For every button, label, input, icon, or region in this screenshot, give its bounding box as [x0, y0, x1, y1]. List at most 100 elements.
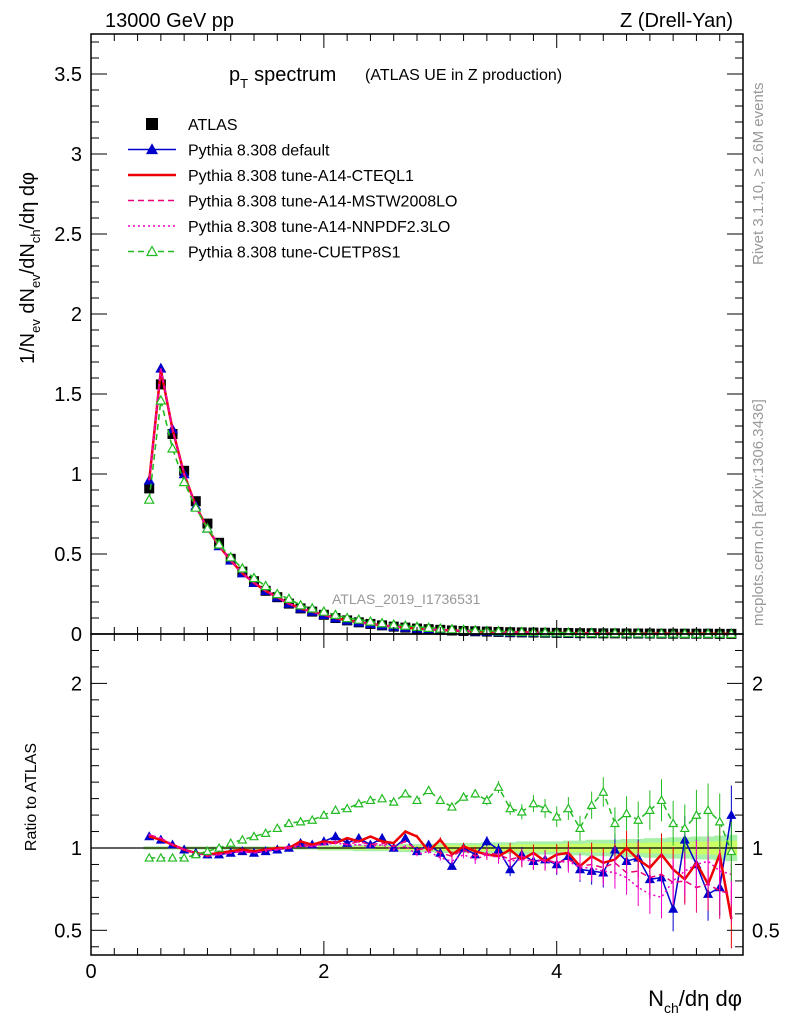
title-sub: T — [240, 76, 248, 91]
ratio-series-4-marker — [400, 788, 411, 798]
ratio-series-4-marker — [237, 834, 248, 844]
x-tick-label: 2 — [318, 961, 329, 983]
series-5-marker — [609, 627, 621, 638]
rivet-label: Rivet 3.1.10, ≥ 2.6M events — [750, 83, 767, 266]
ratio-series-4-marker — [644, 804, 655, 814]
y-tick-label: 1 — [71, 464, 82, 486]
ratio-series-0-marker — [505, 864, 516, 874]
ratio-series-4-marker — [481, 795, 492, 805]
y-tick-label: 3 — [71, 144, 82, 166]
series-5-marker — [492, 625, 505, 636]
series-5-marker — [295, 599, 307, 610]
series-5-marker — [679, 627, 691, 638]
legend-label: Pythia 8.308 tune-A14-CTEQL1 — [188, 168, 414, 185]
series-5-marker — [236, 562, 248, 573]
ratio-series-0-marker — [668, 903, 679, 913]
series-5-marker — [446, 623, 458, 634]
ratio-series-4-marker — [703, 804, 714, 814]
process-label: Z (Drell-Yan) — [620, 10, 733, 32]
ratio-series-4-marker — [493, 781, 504, 791]
ratio-series-4-marker — [202, 846, 213, 856]
ratio-series-4-marker — [435, 795, 446, 805]
ratio-series-4-marker — [621, 808, 632, 818]
ratio-series-4-marker — [516, 806, 527, 816]
legend-label: Pythia 8.308 tune-A14-NNPDF2.3LO — [188, 219, 450, 236]
series-5-marker — [271, 588, 283, 599]
ratio-series-4-marker — [411, 795, 423, 805]
ratio-series-4-marker — [505, 803, 516, 813]
y-tick-label: 3.5 — [54, 64, 82, 86]
mcplots-label: mcplots.cern.ch [arXiv:1306.3436] — [750, 399, 767, 626]
series-5-marker — [329, 609, 342, 620]
ratio-y-tick-label: 1 — [71, 838, 82, 860]
x-tick-label: 0 — [85, 961, 96, 983]
legend: ATLAS Pythia 8.308 default Pythia 8.308 tu… — [128, 117, 457, 262]
series-5-marker — [213, 538, 225, 549]
ratio-series-4-marker — [714, 816, 725, 826]
ratio-series-4-marker — [388, 796, 399, 806]
ratio-series-4-marker — [668, 818, 679, 828]
legend-label: Pythia 8.308 tune-A14-MSTW2008LO — [188, 194, 457, 211]
ratio-series-4-marker — [272, 823, 283, 833]
ratio-series-4-marker — [540, 803, 551, 813]
ratio-series-3-line — [149, 834, 732, 899]
y-tick-label: 2.5 — [54, 224, 82, 246]
ratio-series-4-marker — [458, 791, 469, 801]
legend-marker-atlas — [146, 118, 158, 130]
ratio-series-4-marker — [318, 809, 329, 819]
ratio-series-4-marker — [446, 801, 457, 811]
ratio-series-4-marker — [307, 814, 318, 824]
ratio-series-4-marker — [586, 799, 597, 810]
title-rest: spectrum — [254, 64, 336, 86]
series-5-marker — [341, 612, 353, 623]
analysis-watermark: ATLAS_2019_I1736531 — [332, 591, 481, 607]
series-5-marker — [260, 580, 272, 591]
series-5-marker — [201, 522, 213, 533]
ratio-series-4-marker — [167, 852, 178, 862]
y-tick-label: 2 — [71, 304, 82, 326]
ratio-series-4-marker — [574, 823, 586, 833]
series-5-marker — [155, 394, 167, 405]
ratio-series-4-marker — [679, 823, 690, 833]
ratio-series-0-marker — [446, 860, 457, 870]
series-5-marker — [225, 551, 237, 562]
ratio-series-4-marker — [598, 786, 609, 796]
series-5-marker — [376, 617, 388, 628]
x-axis-label: Nch/dη dφ — [648, 986, 742, 1016]
ratio-series-4-marker — [225, 837, 236, 847]
ratio-series-4-marker — [423, 785, 434, 795]
legend-label: Pythia 8.308 tune-CUETP8S1 — [188, 245, 401, 262]
ratio-series-0-marker — [330, 831, 341, 841]
x-tick-label: 4 — [551, 961, 562, 983]
ratio-series-4-marker — [283, 818, 294, 828]
ratio-y-tick-label: 2 — [71, 673, 82, 695]
ratio-series-0-marker — [481, 836, 492, 846]
legend-label: Pythia 8.308 default — [188, 143, 330, 160]
y-tick-label: 1.5 — [54, 384, 82, 406]
atlas-data-point — [144, 483, 155, 494]
chart-subtitle: (ATLAS UE in Z production) — [365, 67, 562, 84]
series-5-marker — [632, 627, 644, 638]
ratio-series-4-marker — [551, 811, 562, 821]
ratio-panel-layer — [144, 777, 737, 949]
series-5-marker — [143, 493, 155, 504]
ratio-series-4-marker — [190, 849, 201, 859]
ratio-series-4-marker — [295, 816, 306, 826]
ratio-series-4-marker — [726, 846, 737, 856]
y-tick-label: 0.5 — [54, 544, 82, 566]
ratio-ylabel: Ratio to ATLAS — [23, 743, 40, 851]
energy-label: 13000 GeV pp — [105, 10, 234, 32]
series-5-marker — [318, 605, 330, 616]
legend-label: ATLAS — [188, 117, 238, 134]
ratio-y-tick-label-right: 1 — [752, 838, 763, 860]
ratio-series-4-marker — [377, 793, 388, 803]
series-5-marker — [353, 613, 365, 624]
legend-marker-1 — [145, 143, 159, 155]
ratio-series-4-marker — [563, 803, 574, 813]
series-5-marker — [306, 602, 318, 613]
ratio-series-4-marker — [155, 852, 166, 862]
legend-marker-5 — [145, 245, 159, 257]
ratio-series-4-marker — [330, 804, 341, 814]
series-5-marker — [178, 476, 190, 487]
